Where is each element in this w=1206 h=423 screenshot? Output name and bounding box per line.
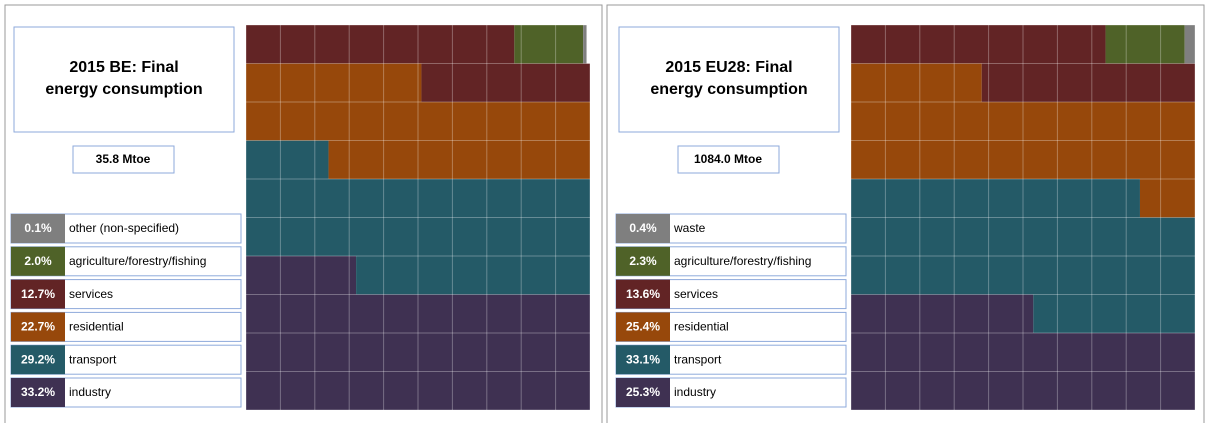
legend-swatch — [616, 312, 670, 342]
title-line: energy consumption — [650, 81, 807, 98]
legend-value: 33.1% — [626, 352, 660, 366]
chart-title: 2015 EU28: Final energy consumption — [650, 59, 807, 98]
legend-swatch — [11, 279, 65, 309]
waffle-segment — [583, 25, 587, 64]
legend-value: 33.2% — [21, 385, 55, 399]
legend-value: 2.0% — [24, 254, 52, 268]
legend-swatch — [616, 246, 670, 276]
waffle-segment — [1105, 25, 1185, 64]
waffle-segment — [851, 25, 1195, 102]
panel-border — [606, 4, 1205, 423]
title-line: energy consumption — [45, 81, 202, 98]
legend-label: residential — [69, 320, 124, 334]
legend-swatch — [11, 378, 65, 407]
legend-label: industry — [69, 385, 111, 399]
legend-value: 13.6% — [626, 287, 660, 301]
total-label: 35.8 Mtoe — [96, 152, 151, 166]
legend-swatch — [11, 312, 65, 342]
legend-value: 25.4% — [626, 320, 660, 334]
legend-label: services — [674, 287, 718, 301]
legend-swatch — [11, 246, 65, 276]
legend-swatch — [616, 279, 670, 309]
chart-title: 2015 BE: Final energy consumption — [45, 59, 202, 98]
legend-value: 0.4% — [629, 221, 657, 235]
legend-value: 22.7% — [21, 320, 55, 334]
legend-value: 0.1% — [24, 221, 52, 235]
total-box — [677, 145, 780, 174]
title-box — [13, 26, 235, 133]
legend-swatch — [616, 378, 670, 407]
legend-label: industry — [674, 385, 716, 399]
legend-value: 29.2% — [21, 352, 55, 366]
total-box — [72, 145, 175, 174]
legend-swatch — [11, 214, 65, 243]
title-box — [618, 26, 840, 133]
waffle-segment — [851, 294, 1195, 410]
legend-swatch — [616, 345, 670, 375]
legend-label: residential — [674, 320, 729, 334]
panel-border — [4, 4, 603, 423]
legend-value: 25.3% — [626, 385, 660, 399]
legend-label: transport — [674, 352, 722, 366]
legend-value: 12.7% — [21, 287, 55, 301]
waffle-segment — [1184, 25, 1195, 64]
legend-label: transport — [69, 352, 117, 366]
waffle-segment — [514, 25, 584, 64]
waffle-segment — [246, 25, 590, 102]
waffle-segment — [851, 179, 1195, 333]
legend-label: agriculture/forestry/fishing — [674, 254, 811, 268]
legend-swatch — [11, 345, 65, 375]
legend-swatch — [616, 214, 670, 243]
title-line: 2015 BE: Final — [69, 59, 178, 76]
legend-label: agriculture/forestry/fishing — [69, 254, 206, 268]
waffle-segment — [246, 63, 590, 179]
legend-label: waste — [673, 221, 706, 235]
total-label: 1084.0 Mtoe — [694, 152, 762, 166]
title-line: 2015 EU28: Final — [665, 59, 792, 76]
legend-label: services — [69, 287, 113, 301]
legend-value: 2.3% — [629, 254, 657, 268]
legend-label: other (non-specified) — [69, 221, 179, 235]
